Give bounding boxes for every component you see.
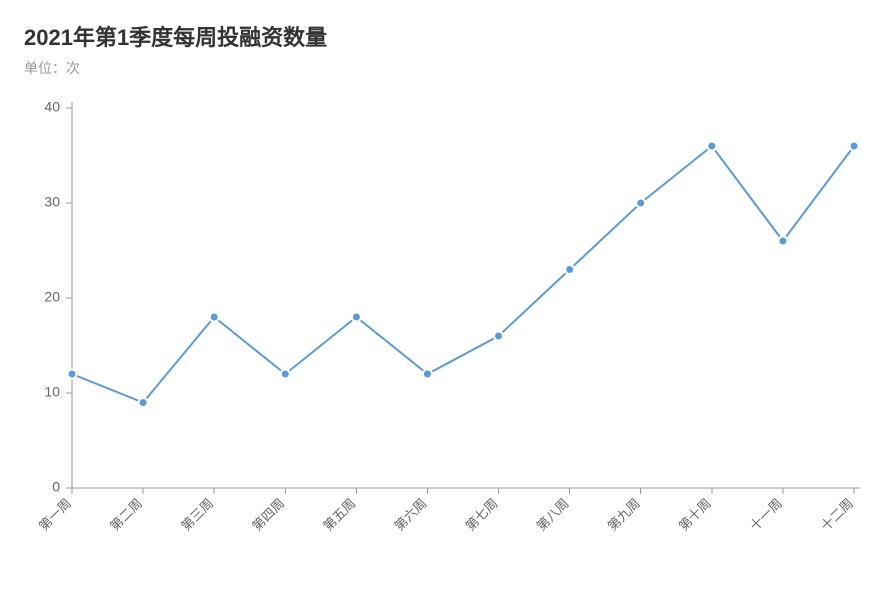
line-chart: 010203040第一周第二周第三周第四周第五周第六周第七周第八周第九周第十周十… [24,88,866,568]
x-tick-label: 第十周 [676,496,714,534]
data-point [707,142,716,151]
x-tick-label: 第六周 [391,496,429,534]
chart-subtitle: 单位：次 [24,58,866,78]
x-tick-label: 第四周 [249,496,287,534]
data-point [68,370,77,379]
data-point [139,398,148,407]
x-tick-label: 第七周 [462,496,500,534]
data-point [423,370,432,379]
y-tick-label: 20 [44,289,60,305]
chart-container: 2021年第1季度每周投融资数量 单位：次 0 10 20 30 40 第一周第二周第三周… [0,0,890,594]
data-point [210,313,219,322]
x-tick-label: 第二周 [107,496,145,534]
x-tick-label: 第三周 [178,496,216,534]
x-tick-label: 第八周 [534,496,572,534]
x-tick-label: 十二周 [818,496,856,534]
x-tick-label: 第九周 [605,496,643,534]
y-tick-label: 30 [44,194,60,210]
data-line [72,146,854,403]
data-point [494,332,503,341]
chart-area: 010203040第一周第二周第三周第四周第五周第六周第七周第八周第九周第十周十… [24,88,866,568]
data-point [778,237,787,246]
data-point [352,313,361,322]
x-tick-label: 第一周 [36,496,74,534]
data-point [565,265,574,274]
data-point [850,142,859,151]
y-tick-label: 40 [44,99,60,115]
x-tick-label: 第五周 [320,496,358,534]
data-point [636,199,645,208]
y-tick-label: 10 [44,384,60,400]
y-tick-label: 0 [52,479,60,495]
x-tick-label: 十一周 [747,496,785,534]
data-point [281,370,290,379]
chart-title: 2021年第1季度每周投融资数量 [24,20,866,52]
